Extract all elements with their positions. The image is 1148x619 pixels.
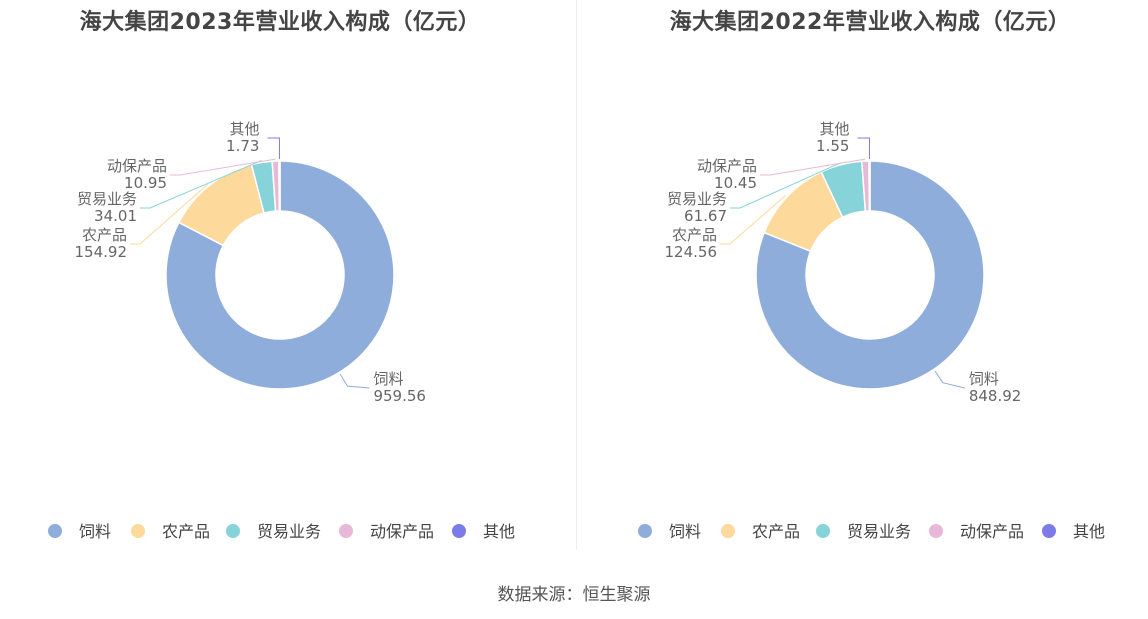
leader-line-other: [267, 137, 280, 160]
leader-line-feed: [934, 370, 965, 389]
legend-item-trade[interactable]: 贸易业务: [226, 522, 321, 541]
legend-marker-agri: [131, 524, 145, 538]
leader-line-trade: [730, 162, 841, 209]
legend-item-agri[interactable]: 农产品: [131, 522, 210, 541]
value-label-trade: 34.01: [94, 207, 137, 225]
legend-item-other[interactable]: 其他: [1042, 522, 1105, 541]
legend-marker-agri: [721, 524, 735, 538]
leader-line-trade: [140, 160, 262, 209]
label-feed: 饲料: [969, 370, 999, 388]
panel-divider: [576, 0, 577, 550]
legend-item-feed[interactable]: 饲料: [638, 522, 701, 541]
legend-label-trade: 贸易业务: [847, 522, 911, 541]
legend-marker-animal-health: [339, 524, 353, 538]
label-other: 其他: [819, 120, 849, 138]
legend-label-agri: 农产品: [752, 522, 800, 541]
value-label-other: 1.55: [816, 137, 849, 155]
legend-marker-animal-health: [929, 524, 943, 538]
legend-item-animal-health[interactable]: 动保产品: [339, 522, 434, 541]
chart-panel-2023: 海大集团2023年营业收入构成（亿元） 饲料 959.56 农产品 154.92 贸易业…: [0, 0, 574, 550]
slice-other: [868, 160, 871, 212]
legend-label-feed: 饲料: [79, 522, 111, 541]
legend-label-other: 其他: [483, 522, 515, 541]
legend-marker-other: [1042, 524, 1056, 538]
value-label-feed: 848.92: [969, 387, 1022, 405]
label-feed: 饲料: [373, 370, 403, 388]
legend-label-animal-health: 动保产品: [370, 522, 434, 541]
value-label-animal-health: 10.45: [714, 174, 757, 192]
chart-title-2022: 海大集团2022年营业收入构成（亿元）: [669, 10, 1071, 35]
chart-panel-2022: 海大集团2022年营业收入构成（亿元） 饲料 848.92 农产品 124.56 贸易业…: [590, 0, 1148, 550]
label-animal-health: 动保产品: [697, 157, 757, 175]
leader-line-agri: [720, 195, 786, 245]
legend-marker-trade: [226, 524, 240, 538]
legend-label-animal-health: 动保产品: [960, 522, 1024, 541]
legend-label-feed: 饲料: [669, 522, 701, 541]
legend-item-agri[interactable]: 农产品: [721, 522, 800, 541]
legend-label-agri: 农产品: [162, 522, 210, 541]
label-agri: 农产品: [672, 226, 717, 244]
legend-item-animal-health[interactable]: 动保产品: [929, 522, 1024, 541]
leader-line-animal-health: [170, 158, 276, 176]
legend-marker-other: [452, 524, 466, 538]
donut-chart-2023: 饲料959.56农产品154.92贸易业务34.01动保产品10.95其他1.7…: [48, 120, 515, 541]
legend-label-other: 其他: [1073, 522, 1105, 541]
value-label-animal-health: 10.95: [124, 174, 167, 192]
slice-feed: [165, 160, 395, 390]
leader-line-agri: [130, 183, 209, 245]
label-other: 其他: [229, 120, 259, 138]
legend-item-trade[interactable]: 贸易业务: [816, 522, 911, 541]
legend-marker-feed: [638, 524, 652, 538]
legend-item-feed[interactable]: 饲料: [48, 522, 111, 541]
label-animal-health: 动保产品: [107, 157, 167, 175]
legend-marker-trade: [816, 524, 830, 538]
value-label-trade: 61.67: [684, 207, 727, 225]
label-trade: 贸易业务: [667, 190, 727, 208]
leader-line-animal-health: [760, 158, 866, 176]
legend-marker-feed: [48, 524, 62, 538]
slice-feed: [755, 160, 985, 390]
value-label-feed: 959.56: [373, 387, 426, 405]
slice-other: [278, 160, 281, 212]
legend-label-trade: 贸易业务: [257, 522, 321, 541]
label-agri: 农产品: [82, 226, 127, 244]
leader-line-other: [857, 137, 870, 160]
label-trade: 贸易业务: [77, 190, 137, 208]
value-label-agri: 154.92: [75, 243, 128, 261]
leader-line-feed: [339, 373, 370, 389]
value-label-other: 1.73: [226, 137, 259, 155]
legend-item-other[interactable]: 其他: [452, 522, 515, 541]
value-label-agri: 124.56: [665, 243, 718, 261]
chart-title-2023: 海大集团2023年营业收入构成（亿元）: [79, 10, 481, 35]
donut-chart-2022: 饲料848.92农产品124.56贸易业务61.67动保产品10.45其他1.5…: [638, 120, 1105, 541]
data-source: 数据来源：恒生聚源: [497, 585, 651, 605]
